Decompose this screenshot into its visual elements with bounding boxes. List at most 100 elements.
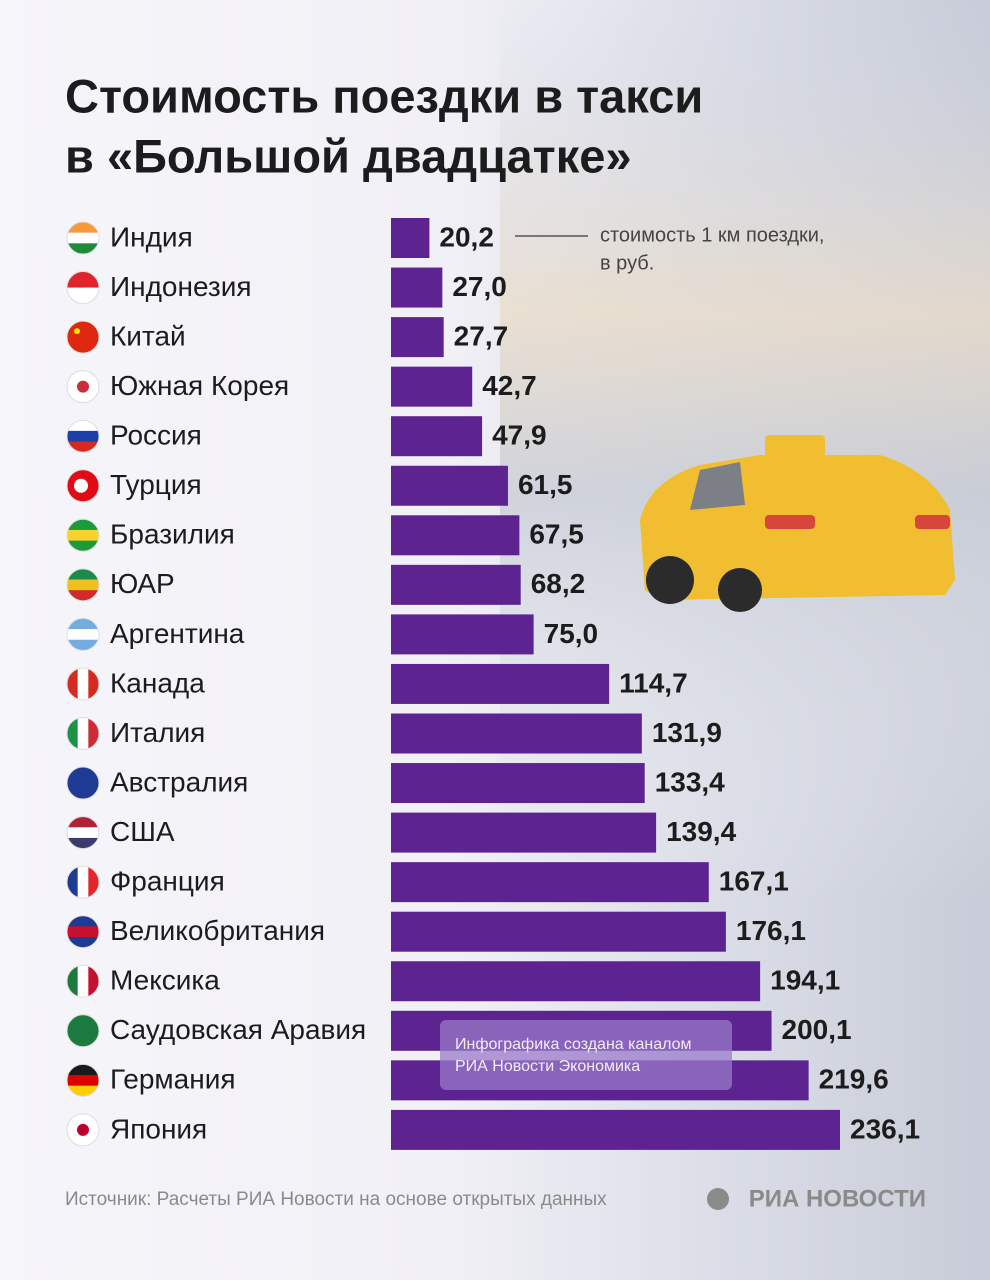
flag-stripe <box>77 667 89 700</box>
category-label: Австралия <box>110 766 248 797</box>
flag-stripe <box>67 767 99 800</box>
flag-stripe <box>67 321 99 354</box>
flag-stripe <box>67 529 99 542</box>
flag-stripe <box>88 965 99 998</box>
bar <box>391 317 444 358</box>
flag-stripe <box>67 1075 99 1087</box>
flag-stripe <box>88 667 99 700</box>
flag-body <box>67 1113 99 1146</box>
category-label: Мексика <box>110 965 220 996</box>
value-label: 114,7 <box>619 667 688 698</box>
flag <box>66 717 100 750</box>
flag-rim <box>66 816 100 850</box>
flag-stripe <box>67 937 99 948</box>
flag-sun <box>77 380 89 393</box>
category-label: Великобритания <box>110 915 325 946</box>
flag-rim <box>66 766 100 800</box>
flag-body <box>67 965 99 998</box>
value-label: 133,4 <box>655 766 725 797</box>
flag-rim <box>66 1113 100 1147</box>
flag-star <box>74 328 80 335</box>
bar <box>391 862 709 903</box>
category-label: Турция <box>110 469 202 500</box>
bar <box>391 614 534 655</box>
flag <box>66 617 100 651</box>
flag <box>66 221 100 255</box>
flag <box>66 915 100 949</box>
value-label: 219,6 <box>819 1064 889 1095</box>
category-label: Япония <box>110 1113 207 1144</box>
value-label: 20,2 <box>439 221 494 252</box>
taxi-illustration <box>640 435 955 612</box>
flag-moon <box>74 478 88 493</box>
flag-stripe <box>67 1014 99 1047</box>
value-label: 68,2 <box>531 568 586 599</box>
category-label: Россия <box>110 420 202 451</box>
flag-stripe <box>67 287 99 304</box>
value-label: 236,1 <box>850 1113 920 1144</box>
flag-stripe <box>67 386 99 403</box>
flag <box>66 518 100 552</box>
bar <box>391 663 610 704</box>
flag <box>66 370 100 404</box>
value-label: 67,5 <box>529 519 584 550</box>
flag-stripe <box>67 618 99 630</box>
flag-body <box>67 222 99 254</box>
category-label: Индия <box>110 221 193 252</box>
watermark: РИА Новости Экономика <box>455 1058 640 1075</box>
flag-stripe <box>67 965 79 998</box>
bar <box>391 564 521 605</box>
flag <box>66 320 100 354</box>
category-label: США <box>110 816 175 847</box>
flag-body <box>67 420 99 453</box>
flag-stripe <box>67 222 99 234</box>
value-label: 75,0 <box>544 618 599 649</box>
flag-body <box>67 1014 99 1047</box>
flag-rim <box>66 419 100 453</box>
flag <box>66 964 100 998</box>
category-label: Саудовская Аравия <box>110 1014 366 1045</box>
category-label: Италия <box>110 717 205 748</box>
bar <box>391 812 657 853</box>
bar <box>391 713 642 754</box>
flag-stripe <box>67 915 99 927</box>
flag-rim <box>66 370 100 404</box>
flag-stripe <box>67 837 99 849</box>
bar <box>391 366 473 407</box>
value-label: 167,1 <box>719 866 789 897</box>
flag-rim <box>66 221 100 255</box>
bar <box>391 763 645 804</box>
flag-rim <box>66 320 100 354</box>
flag-body <box>67 915 99 948</box>
category-label: Аргентина <box>110 618 245 649</box>
value-label: 42,7 <box>482 370 537 401</box>
category-label: ЮАР <box>110 568 175 599</box>
flag-body <box>67 767 99 800</box>
flag-stripe <box>67 232 99 244</box>
annotation: стоимость 1 км поездки, <box>600 224 825 246</box>
value-label: 131,9 <box>652 717 722 748</box>
flag-stripe <box>67 568 99 581</box>
flag <box>66 865 100 899</box>
flag-stripe <box>67 717 79 750</box>
value-label: 47,9 <box>492 420 546 451</box>
flag-stripe <box>67 827 99 839</box>
flag <box>66 568 100 602</box>
flag-stripe <box>67 579 99 591</box>
category-label: Германия <box>110 1064 236 1095</box>
chart-title: Стоимость поездки в такси <box>65 69 703 122</box>
flag-stripe <box>88 866 99 899</box>
flag <box>66 667 100 701</box>
flag-rim <box>66 1063 100 1097</box>
flag <box>66 1113 100 1147</box>
flag <box>66 469 100 503</box>
bar <box>391 416 483 457</box>
source: Источник: Расчеты РИА Новости на основе … <box>65 1189 607 1210</box>
category-label: Индонезия <box>110 271 252 302</box>
category-label: Франция <box>110 866 225 897</box>
flag-body <box>67 321 99 354</box>
flag-body <box>67 469 99 502</box>
flag-body <box>67 816 99 849</box>
